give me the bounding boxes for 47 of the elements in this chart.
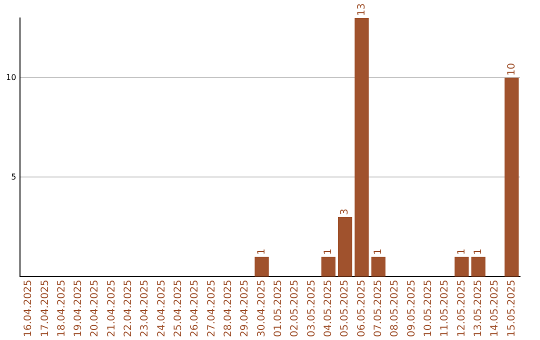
data-label: 1 [456,248,468,255]
x-tick-label: 06.05.2025 [356,280,368,338]
bar [254,256,269,277]
x-tick-label: 28.04.2025 [223,280,234,338]
x-tick-label: 26.04.2025 [190,280,201,338]
x-tick-label: 07.05.2025 [372,280,384,338]
x-tick-label: 21.04.2025 [106,280,118,338]
x-tick-label: 18.04.2025 [56,280,68,338]
x-tick-label: 03.05.2025 [306,280,318,338]
x-tick-label: 02.05.2025 [290,280,301,338]
x-tick-label: 24.04.2025 [156,280,168,338]
x-tick-label: 17.04.2025 [40,280,51,338]
y-tick-label: 5 [11,172,16,182]
bar [338,217,352,277]
bar [504,78,519,277]
data-label: 1 [322,248,334,255]
x-tick-label: 09.05.2025 [406,280,418,338]
data-label: 1 [256,248,268,255]
x-tick-label: 12.05.2025 [456,280,468,338]
x-tick-label: 16.04.2025 [23,280,34,338]
bar [471,256,486,277]
x-tick-label: 22.04.2025 [123,280,134,338]
x-tick-label: 30.04.2025 [256,280,268,338]
data-label: 1 [372,248,384,255]
x-tick-label: 19.04.2025 [73,280,84,338]
bar [371,256,386,277]
bar [354,18,369,277]
data-label: 13 [356,3,368,16]
x-tick-label: 10.05.2025 [422,280,434,338]
x-tick-label: 11.05.2025 [440,280,451,338]
x-tick-label: 23.04.2025 [140,280,151,338]
x-tick-label: 01.05.2025 [273,280,284,338]
x-tick-label: 27.04.2025 [206,280,218,338]
x-tick-label: 25.04.2025 [173,280,184,338]
bar [321,256,336,277]
data-label: 3 [340,208,351,216]
bar [454,256,469,277]
data-label: 1 [472,248,484,255]
x-tick-label: 05.05.2025 [340,280,351,338]
x-tick-label: 29.04.2025 [240,280,251,338]
x-tick-label: 13.05.2025 [472,280,484,338]
x-tick-label: 14.05.2025 [490,280,501,338]
data-label: 10 [506,62,518,76]
x-tick-label: 15.05.2025 [506,280,518,338]
x-tick-label: 20.04.2025 [90,280,101,338]
x-tick-label: 08.05.2025 [390,280,401,338]
x-tick-label: 04.05.2025 [322,280,334,338]
